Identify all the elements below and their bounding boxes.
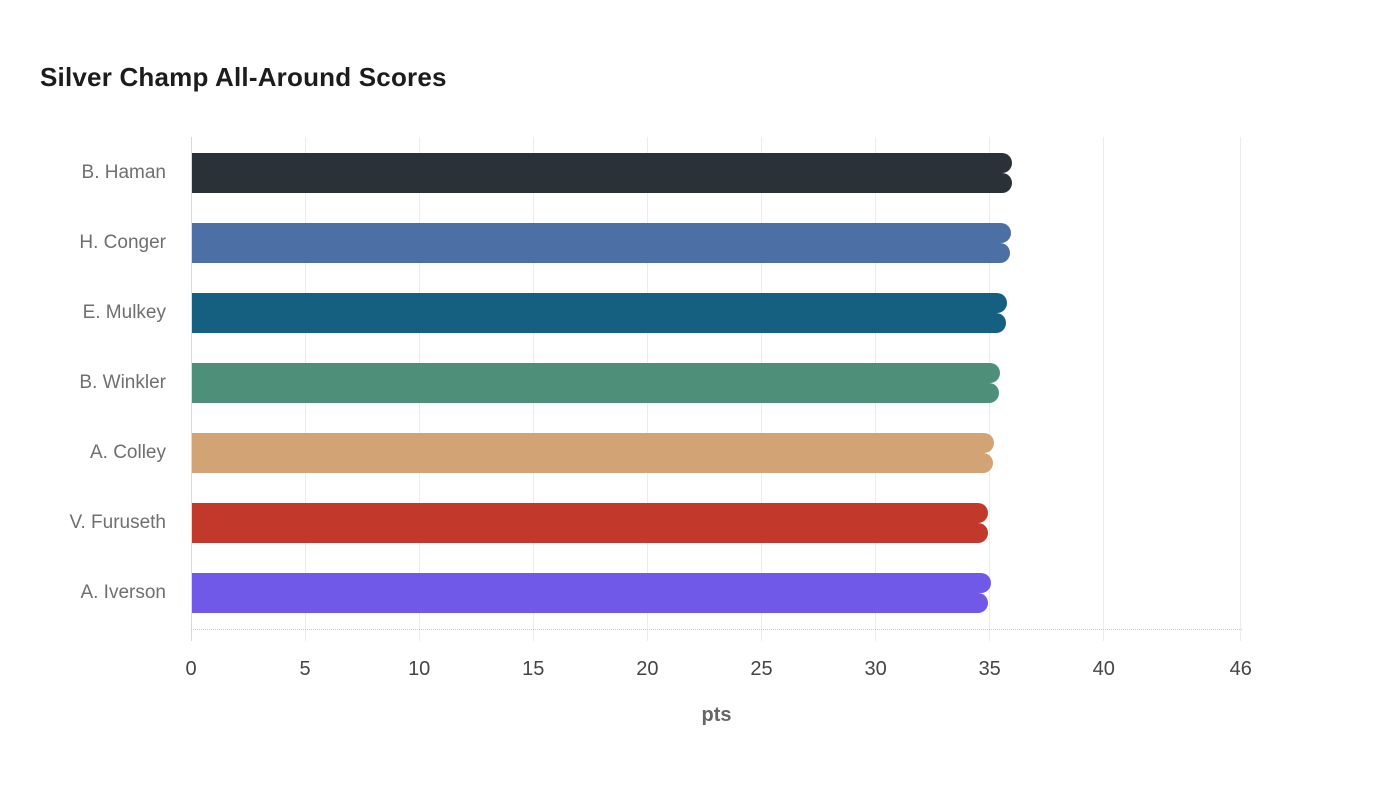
chart-title: Silver Champ All-Around Scores bbox=[40, 62, 447, 92]
gridline bbox=[1103, 137, 1105, 641]
y-axis-label: B. Haman bbox=[81, 162, 166, 183]
y-axis-label: A. Iverson bbox=[80, 582, 166, 603]
y-axis-label: E. Mulkey bbox=[82, 302, 166, 323]
x-tick-label: 20 bbox=[636, 658, 659, 680]
x-tick-label: 5 bbox=[299, 658, 311, 680]
bar-segment bbox=[192, 593, 989, 613]
x-tick-label: 46 bbox=[1229, 658, 1252, 680]
bar bbox=[192, 293, 1007, 333]
y-axis-line bbox=[190, 137, 192, 641]
bar bbox=[192, 503, 989, 543]
bar-segment bbox=[192, 223, 1012, 243]
y-axis-label: B. Winkler bbox=[79, 372, 166, 393]
x-axis-title: pts bbox=[701, 704, 732, 726]
x-tick-label: 25 bbox=[750, 658, 773, 680]
x-tick-label: 15 bbox=[522, 658, 545, 680]
bar-segment bbox=[192, 153, 1013, 173]
bar-segment bbox=[192, 433, 995, 453]
x-tick-label: 10 bbox=[408, 658, 431, 680]
x-axis-baseline bbox=[191, 629, 1242, 630]
y-axis-label: A. Colley bbox=[89, 442, 166, 463]
bar-segment bbox=[192, 173, 1013, 193]
x-tick-label: 35 bbox=[978, 658, 1001, 680]
bar-segment bbox=[192, 293, 1007, 313]
x-tick-label: 0 bbox=[185, 658, 197, 680]
y-axis-label: H. Conger bbox=[79, 232, 166, 253]
bar-segment bbox=[192, 573, 991, 593]
gridline bbox=[1240, 137, 1242, 641]
bar-segment bbox=[192, 313, 1006, 333]
bar-segment bbox=[192, 383, 999, 403]
bar-segment bbox=[192, 243, 1011, 263]
x-tick-label: 40 bbox=[1092, 658, 1115, 680]
bar bbox=[192, 573, 991, 613]
x-tick-label: 30 bbox=[864, 658, 887, 680]
bar-segment bbox=[192, 503, 989, 523]
bar bbox=[192, 153, 1013, 193]
y-axis-label: V. Furuseth bbox=[69, 512, 166, 533]
bar-segment bbox=[192, 363, 1000, 383]
bar bbox=[192, 433, 995, 473]
bar-segment bbox=[192, 523, 989, 543]
bar bbox=[192, 363, 1000, 403]
bar-segment bbox=[192, 453, 993, 473]
bar bbox=[192, 223, 1012, 263]
